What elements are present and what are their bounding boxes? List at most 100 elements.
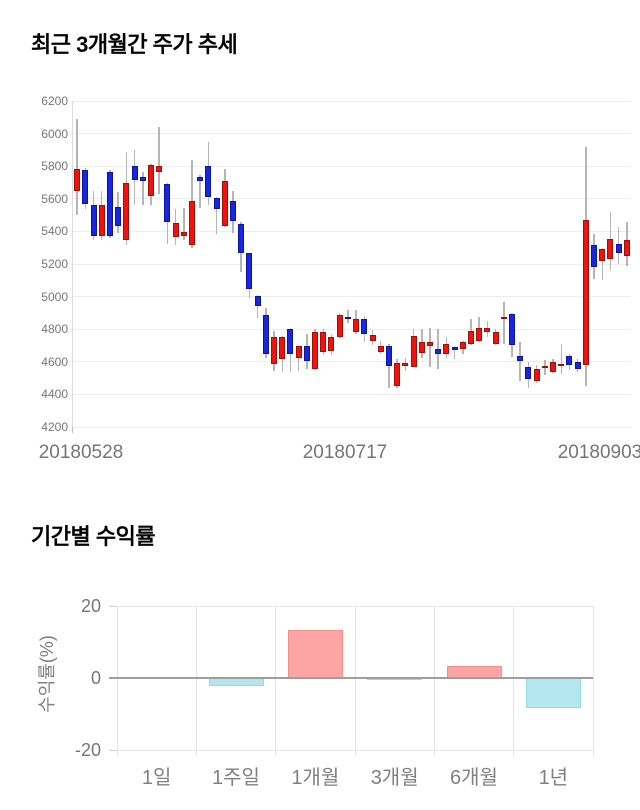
price-gridline [71, 361, 631, 363]
candle-up [279, 337, 286, 359]
price-gridline [71, 426, 631, 428]
candle-up [418, 342, 425, 353]
candle-up [394, 363, 401, 387]
candle-up [312, 332, 319, 370]
returns-gridline-v [354, 606, 356, 756]
candle-wick [142, 171, 144, 206]
candle-up [410, 335, 417, 367]
price-y-tick-label: 5800 [41, 159, 68, 174]
candle-up [156, 166, 163, 172]
price-y-axis-line [72, 101, 73, 427]
candle-down [361, 319, 368, 335]
candle-down [566, 356, 573, 366]
price-y-tick-label: 4400 [41, 387, 68, 402]
price-gridline [71, 263, 631, 265]
price-y-tick-label: 6000 [41, 126, 68, 141]
returns-x-tick-label: 6개월 [450, 767, 498, 789]
price-x-tick-label: 20180717 [302, 442, 388, 463]
candle-down [451, 347, 458, 351]
candle-up [607, 238, 614, 260]
price-x-tick-label: 20180903 [557, 442, 640, 463]
candle-up [172, 223, 179, 238]
candle-down [246, 253, 253, 290]
returns-bar-positive [446, 665, 502, 678]
candle-wick [519, 342, 521, 382]
candle-wick [158, 127, 160, 194]
returns-x-tick-label: 1일 [141, 767, 172, 789]
candle-up [328, 337, 335, 352]
price-y-tick-label: 4600 [41, 354, 68, 369]
candle-up [98, 204, 105, 237]
price-y-tick-label: 6200 [41, 94, 68, 108]
candle-down [287, 329, 294, 355]
candle-down [82, 170, 89, 205]
candle-up [467, 330, 474, 344]
candle-up [484, 327, 491, 332]
candle-down [262, 314, 269, 355]
candle-up [533, 369, 540, 381]
candle-up [74, 168, 81, 191]
candle-up [443, 343, 450, 354]
returns-x-tick-label: 1개월 [291, 767, 340, 789]
candle-down [106, 171, 113, 237]
candle-up [188, 201, 195, 246]
returns-y-tick [109, 605, 117, 607]
candle-wick [76, 118, 78, 216]
candle-up [558, 363, 565, 367]
candle-up [459, 342, 466, 349]
candle-up [271, 337, 278, 365]
candle-up [599, 248, 606, 261]
candle-up [541, 365, 548, 369]
candle-down [574, 361, 581, 370]
candle-wick [347, 309, 349, 323]
price-chart-title: 최근 3개월간 주가 추세 [31, 32, 238, 57]
candle-wick [215, 197, 218, 234]
candle-up [582, 219, 589, 366]
candle-down [90, 204, 97, 237]
candle-down [164, 184, 171, 223]
candle-down [615, 243, 622, 254]
returns-bar-positive [287, 630, 343, 678]
candle-down [139, 176, 146, 181]
candle-wick [601, 247, 604, 281]
returns-x-tick-label: 1주일 [212, 767, 260, 789]
returns-x-tick-label: 3개월 [370, 767, 419, 789]
price-gridline [71, 296, 631, 298]
returns-gridline-v [195, 606, 197, 756]
price-gridline [71, 165, 631, 167]
candle-up [550, 361, 557, 372]
candle-wick [199, 175, 201, 208]
candle-wick [256, 294, 259, 318]
candle-up [123, 182, 130, 241]
candle-wick [429, 327, 431, 367]
candle-up [476, 328, 483, 342]
candle-up [180, 232, 187, 237]
candle-down [591, 245, 598, 268]
returns-y-tick-label: -20 [74, 740, 101, 760]
candle-up [623, 240, 630, 256]
returns-gridline-v [275, 606, 277, 756]
candle-down [509, 313, 515, 346]
price-gridline [71, 393, 631, 395]
candle-down [230, 201, 236, 221]
candle-up [402, 363, 409, 366]
returns-gridline-v [433, 606, 435, 756]
returns-y-tick-label: 20 [80, 596, 101, 616]
price-y-tick-label: 5600 [41, 191, 68, 206]
returns-x-tick-label: 1년 [538, 767, 569, 789]
price-gridline [71, 198, 631, 200]
candle-wick [183, 207, 185, 241]
candle-wick [560, 343, 562, 374]
returns-bar-negative [525, 678, 581, 708]
returns-gridline-v [513, 606, 515, 756]
price-y-tick-label: 4800 [41, 322, 68, 337]
candle-up [492, 332, 499, 344]
candle-wick [297, 345, 300, 371]
returns-bar-negative [208, 678, 264, 687]
candle-up [147, 165, 154, 196]
candle-wick [453, 345, 456, 359]
returns-zero-line [109, 677, 593, 679]
candle-down [254, 295, 261, 306]
price-y-tick-label: 5200 [41, 257, 68, 271]
